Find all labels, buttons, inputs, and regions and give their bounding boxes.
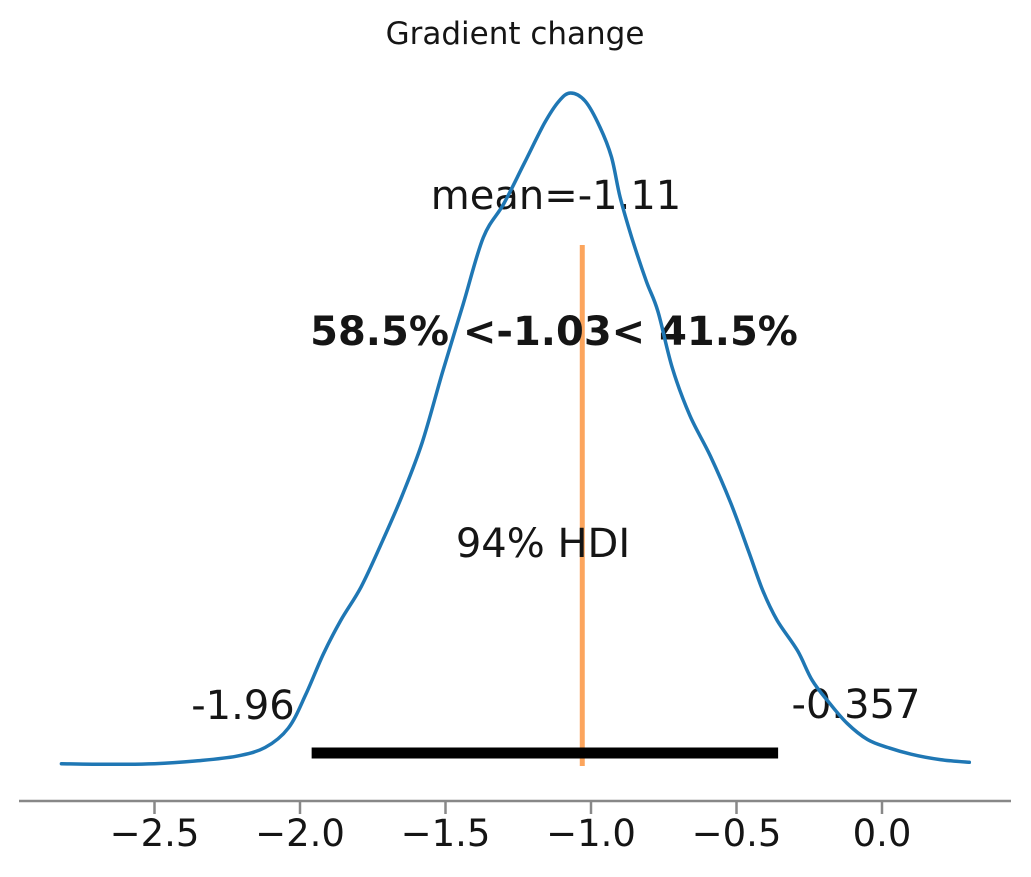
plot-title: Gradient change [386, 16, 645, 52]
hdi-prob-label: 94% HDI [456, 521, 630, 567]
mean-label: mean=-1.11 [431, 173, 681, 219]
x-tick-label: 0.0 [853, 812, 912, 855]
hdi-upper-label: -0.357 [792, 682, 921, 728]
x-tick-label: −2.0 [255, 812, 345, 855]
x-tick-label: −0.5 [692, 812, 782, 855]
x-tick-label: −1.5 [401, 812, 491, 855]
ref-val-label: 58.5% <-1.03< 41.5% [310, 309, 798, 355]
hdi-lower-label: -1.96 [191, 683, 295, 729]
x-tick-label: −2.5 [110, 812, 200, 855]
x-tick-label: −1.0 [546, 812, 636, 855]
kde-curve [59, 91, 972, 767]
